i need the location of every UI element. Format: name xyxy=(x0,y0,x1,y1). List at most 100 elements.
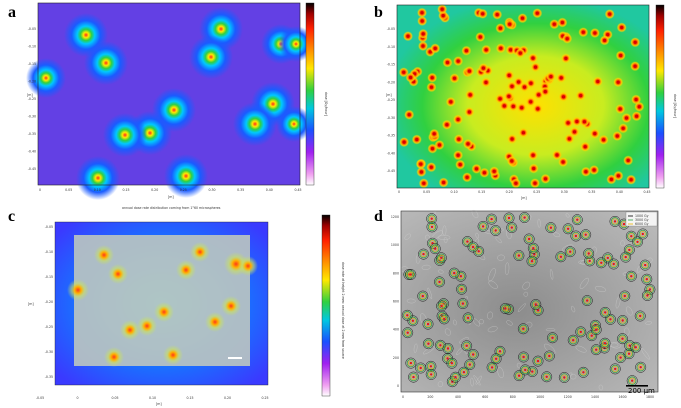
panel-d-ring-inner xyxy=(567,248,574,255)
panel-d-ring-outer xyxy=(567,334,579,346)
panel-b-hotspot-core xyxy=(579,94,583,98)
panel-b-hotspot-core xyxy=(433,46,437,51)
panel-d-ring-inner xyxy=(546,353,553,359)
panel-d-cell-center xyxy=(631,379,634,382)
panel-d-ring-inner xyxy=(535,358,541,364)
panel-b-hotspot-core xyxy=(561,160,565,164)
panel-d-ring-inner xyxy=(436,278,443,285)
panel-d-cell-center xyxy=(531,370,534,373)
panel-c-ytick: -0.25 xyxy=(45,325,53,329)
panel-d-ring-mid xyxy=(465,360,474,369)
panel-c-ytick: -0.15 xyxy=(45,275,53,279)
panel-b-hotspot-core xyxy=(593,132,597,136)
panel-d-cell-outline xyxy=(506,320,513,326)
panel-d-cell-center xyxy=(490,217,493,221)
panel-d-ring-outer xyxy=(402,327,414,339)
panel-d-cell-center xyxy=(466,316,470,320)
panel-d-ring-inner xyxy=(448,360,455,367)
panel-d-cell-center xyxy=(584,233,587,236)
panel-b-hotspot-core xyxy=(492,169,496,173)
panel-d-ring-outer xyxy=(632,236,643,248)
panel-d-ring-inner xyxy=(425,340,432,347)
panel-b-hotspot-core xyxy=(565,37,569,41)
panel-d-ring-mid xyxy=(443,344,453,353)
panel-d-cell-center xyxy=(466,240,469,243)
panel-b-hotspot-core xyxy=(456,153,460,157)
panel-d-cell-center xyxy=(465,344,468,347)
panel-b-hotspot-core xyxy=(609,177,614,181)
panel-a-xtick: 0.35 xyxy=(237,188,244,192)
panel-d-cell-outline xyxy=(473,375,481,386)
panel-b-hotspot-core xyxy=(620,25,624,30)
panel-b-hotspot-core xyxy=(549,75,553,79)
panel-d-ring-inner xyxy=(429,223,435,230)
panel-b-hotspot-core xyxy=(533,181,537,185)
panel-d-ring-outer xyxy=(635,361,647,373)
panel-d-ring-mid xyxy=(404,270,414,279)
panel-d-ring-inner xyxy=(520,325,527,332)
panel-d-ring-inner xyxy=(437,342,444,349)
panel-d-cell-center xyxy=(460,288,463,291)
panel-d-ring-mid xyxy=(624,349,634,358)
panel-d-ring-outer xyxy=(408,371,419,383)
panel-c-ytick: -0.30 xyxy=(45,350,53,354)
panel-b-ytick: -0.25 xyxy=(387,98,395,102)
panel-b-hotspot-core xyxy=(624,116,629,120)
panel-b-hotspot-core xyxy=(507,73,511,77)
panel-a-xtick: 0 xyxy=(39,188,41,192)
panel-d-cell-outline xyxy=(437,234,451,240)
panel-d-ring-outer xyxy=(619,290,631,302)
panel-d-ring-outer xyxy=(446,357,458,369)
panel-c-xtick: 0.20 xyxy=(224,396,231,400)
panel-d-ring-mid xyxy=(426,362,436,371)
panel-d-ring-mid xyxy=(519,352,528,362)
panel-d-ring-outer xyxy=(541,371,553,383)
panel-d-ring-outer xyxy=(634,310,646,322)
panel-d-ring-outer xyxy=(417,290,429,302)
panel-d-ring-outer xyxy=(590,324,602,336)
panel-c-xtick: 0.15 xyxy=(186,396,193,400)
panel-d-ring-inner xyxy=(643,276,650,283)
panel-d-cell-center xyxy=(587,252,590,255)
panel-d-cell-outline xyxy=(570,373,577,380)
panel-d-ring-inner xyxy=(602,340,608,347)
panel-b-hotspot-core xyxy=(582,120,587,124)
panel-d-ytick: 1000 xyxy=(391,243,399,247)
panel-d-ring-outer xyxy=(530,299,542,310)
panel-d-ring-outer xyxy=(617,333,628,345)
panel-b-hotspot-core xyxy=(564,56,568,61)
panel-d-ring-mid xyxy=(545,351,554,361)
panel-d-ring-inner xyxy=(604,254,611,261)
panel-d-ring-outer xyxy=(461,340,473,352)
panel-b-hotspot-core xyxy=(543,177,548,181)
panel-d-ring-mid xyxy=(533,356,543,366)
panel-b-hotspot-core xyxy=(478,35,482,39)
panel-d-ring-mid xyxy=(533,306,543,315)
panel-d-xtick: 1400 xyxy=(591,395,599,399)
panel-b-hotspot-core xyxy=(407,113,411,117)
panel-b: dose [Gy/hour] [m] [m] xyxy=(386,4,677,200)
panel-d-ring-inner xyxy=(629,377,636,384)
panel-d-cell-outline xyxy=(598,384,604,391)
panel-d-ring-outer xyxy=(608,258,620,270)
panel-c: annual dose rate distribution coming fro… xyxy=(28,206,345,406)
panel-b-hotspot-core xyxy=(514,181,518,185)
panel-d-ring-outer xyxy=(526,255,538,267)
panel-d-ring-inner xyxy=(526,236,532,242)
panel-d-ring-mid xyxy=(478,222,488,231)
panel-d-ring-inner xyxy=(573,233,579,239)
panel-d-cell-outline xyxy=(427,287,433,300)
panel-d-ring-inner xyxy=(577,328,584,335)
panel-d-ring-outer xyxy=(434,254,446,266)
panel-b-hotspot-core xyxy=(419,170,423,174)
panel-d: 1000 Gy 3000 Gy 6000 Gy 200 μm xyxy=(400,209,659,395)
panel-b-hotspot-core xyxy=(484,48,488,52)
panel-d-cell-outline xyxy=(537,218,541,228)
panel-d-ring-mid xyxy=(603,253,612,263)
panel-d-cell-center xyxy=(622,222,626,226)
panel-b-hotspot-core xyxy=(561,95,566,99)
panel-d-cell-center xyxy=(582,371,585,374)
panel-d-ring-outer xyxy=(426,221,438,233)
panel-d-cell-outline xyxy=(459,337,469,344)
panel-d-cell-center xyxy=(630,235,633,238)
